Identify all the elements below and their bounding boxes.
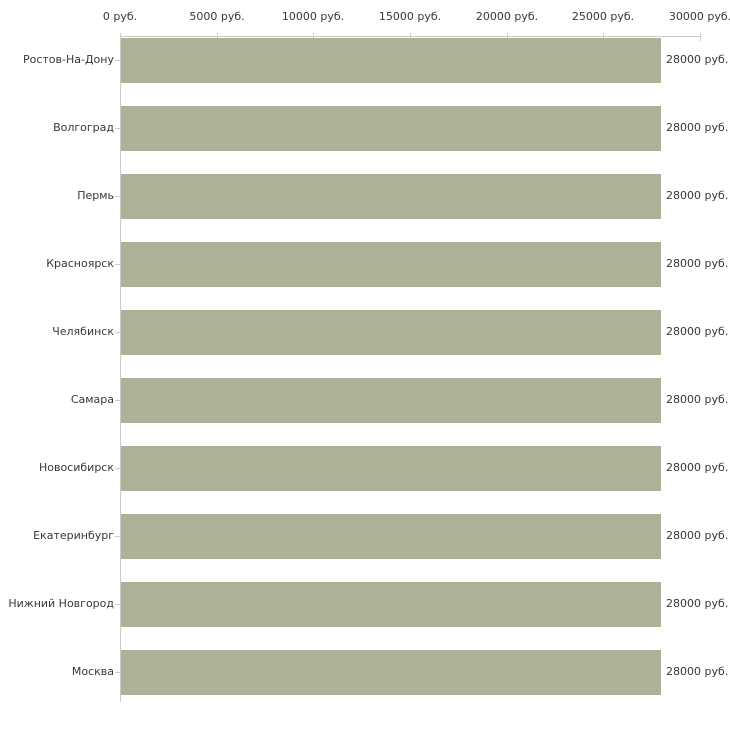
x-axis-tick [507,33,508,41]
category-label: Самара [70,393,114,406]
bar[interactable] [121,650,661,695]
category-label: Москва [71,665,114,678]
x-axis-tick-label: 15000 руб. [378,10,442,23]
bar[interactable] [121,242,661,287]
x-axis-tick [700,33,701,41]
value-label: 28000 руб. [666,325,729,338]
category-label: Челябинск [52,325,114,338]
value-label: 28000 руб. [666,121,729,134]
bar[interactable] [121,514,661,559]
x-axis-tick-label: 10000 руб. [281,10,345,23]
y-axis-tick [115,332,120,333]
category-label: Красноярск [46,257,114,270]
category-label: Волгоград [53,121,114,134]
x-axis-tick [603,33,604,41]
value-label: 28000 руб. [666,529,729,542]
value-label: 28000 руб. [666,189,729,202]
x-axis-tick-label: 0 руб. [102,10,138,23]
category-label: Пермь [77,189,114,202]
y-axis-tick [115,128,120,129]
category-label: Нижний Новгород [8,597,114,610]
y-axis-tick [115,264,120,265]
bar[interactable] [121,38,661,83]
bar[interactable] [121,378,661,423]
bar[interactable] [121,446,661,491]
y-axis-tick [115,400,120,401]
x-axis-tick [120,33,121,41]
bar[interactable] [121,310,661,355]
value-label: 28000 руб. [666,257,729,270]
x-axis-tick [313,33,314,41]
value-label: 28000 руб. [666,665,729,678]
category-label: Екатеринбург [33,529,114,542]
y-axis-tick [115,672,120,673]
value-label: 28000 руб. [666,461,729,474]
x-axis-tick-label: 20000 руб. [475,10,539,23]
x-axis-tick-label: 30000 руб. [668,10,730,23]
value-label: 28000 руб. [666,393,729,406]
value-label: 28000 руб. [666,53,729,66]
y-axis-tick [115,604,120,605]
value-label: 28000 руб. [666,597,729,610]
bar[interactable] [121,174,661,219]
bar[interactable] [121,106,661,151]
x-axis-tick [410,33,411,41]
x-axis-tick-label: 25000 руб. [571,10,635,23]
x-axis-tick [217,33,218,41]
bar[interactable] [121,582,661,627]
y-axis-tick [115,60,120,61]
y-axis-tick [115,468,120,469]
x-axis-tick-label: 5000 руб. [189,10,245,23]
y-axis-tick [115,536,120,537]
category-label: Ростов-На-Дону [22,53,114,66]
category-label: Новосибирск [38,461,114,474]
y-axis-tick [115,196,120,197]
y-axis-line [120,36,121,702]
